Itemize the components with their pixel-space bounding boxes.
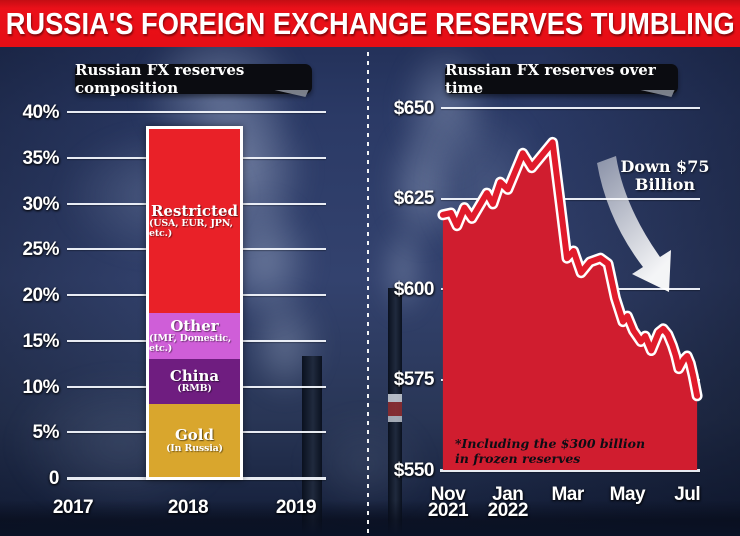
footnote-line: *Including the $300 billion: [455, 436, 646, 451]
left-y-tick-label: 30%: [22, 193, 59, 215]
segment-sublabel: (RMB): [177, 383, 212, 395]
left-chart-title: Russian FX reserves composition: [75, 61, 245, 97]
right-y-tick-label: $575: [393, 369, 435, 390]
x-tick-line: Jul: [674, 484, 701, 505]
left-y-tick-label: 5%: [32, 422, 60, 444]
right-gridline-$625: [441, 197, 700, 200]
bottom-haze: [0, 500, 740, 536]
left-x-tick-label: 2017: [52, 497, 94, 518]
right-x-tick-label: Jan 2022: [473, 484, 543, 521]
segment-sublabel: (IMF, Domestic, etc.): [149, 332, 231, 355]
bar-segment-other: Other (IMF, Domestic, etc.): [149, 313, 240, 359]
right-y-tick-label: $625: [393, 188, 435, 209]
x-tick-line: 2021: [427, 500, 469, 521]
segment-label: China: [169, 367, 220, 386]
left-gridline-40%: [67, 111, 326, 113]
right-x-tick-label: Mar: [533, 484, 603, 505]
smokestack-left: [302, 356, 322, 536]
left-y-tick-label: 35%: [22, 147, 59, 169]
title-banner: RUSSIA'S FOREIGN EXCHANGE RESERVES TUMBL…: [0, 0, 740, 47]
segment-label: Restricted: [150, 201, 239, 220]
segment-label: Gold: [174, 426, 214, 445]
annotation-down-75-billion: Down $75 Billion: [606, 158, 724, 194]
page-title: RUSSIA'S FOREIGN EXCHANGE RESERVES TUMBL…: [5, 5, 735, 41]
right-gridline-$550: [440, 468, 700, 472]
right-y-tick-label: $600: [393, 278, 435, 300]
right-chart-title: Russian FX reserves over time: [445, 61, 656, 97]
bar-segment-gold: Gold (In Russia): [149, 404, 240, 477]
x-tick-line: 2022: [487, 500, 529, 521]
left-y-tick-label: 25%: [22, 239, 59, 261]
smokestack-right: [388, 288, 402, 536]
left-y-tick-label: 0: [48, 468, 60, 489]
left-chart-title-badge: Russian FX reserves composition: [75, 61, 312, 97]
bar-segment-restricted: Restricted (USA, EUR, JPN, etc.): [149, 128, 240, 314]
right-x-tick-label: May: [592, 484, 662, 505]
smokestack-band: [388, 416, 402, 422]
x-tick-line: May: [609, 484, 646, 505]
segment-sublabel: (In Russia): [166, 442, 223, 454]
left-y-tick-label: 20%: [22, 285, 59, 306]
panel-divider: [367, 52, 369, 536]
smokestack-band: [388, 394, 402, 402]
left-y-tick-label: 10%: [22, 376, 59, 398]
annotation-line: Billion: [634, 175, 696, 194]
right-gridline-$575: [441, 378, 700, 381]
footnote-line: in frozen reserves: [455, 451, 581, 466]
right-y-tick-label: $550: [393, 459, 435, 481]
left-y-tick-label: 15%: [22, 330, 59, 352]
x-tick-line: Nov: [430, 484, 466, 505]
annotation-line: Down $75: [620, 157, 710, 176]
smoke-plume: [378, 220, 428, 320]
right-gridline-$650: [441, 107, 700, 109]
footnote-frozen-reserves: *Including the $300 billion in frozen re…: [455, 436, 645, 466]
segment-label: Other: [170, 316, 219, 335]
x-tick-line: Jan: [492, 484, 524, 505]
smokestack-band: [388, 402, 402, 416]
segment-sublabel: (USA, EUR, JPN, etc.): [149, 217, 233, 239]
x-tick-line: Mar: [551, 484, 584, 505]
right-y-tick-label: $650: [393, 97, 435, 119]
left-x-tick-label: 2018: [167, 497, 209, 518]
left-x-tick-label: 2019: [275, 497, 317, 518]
right-x-tick-label: Jul: [652, 484, 722, 505]
right-x-tick-label: Nov 2021: [413, 484, 483, 521]
right-chart-title-badge: Russian FX reserves over time: [445, 61, 678, 97]
stacked-bar-2018: Restricted (USA, EUR, JPN, etc.) Other (IMF…: [146, 125, 243, 480]
smoke-cloud: [425, 100, 545, 270]
bar-segment-china: China (RMB): [149, 358, 240, 405]
right-gridline-$600: [441, 288, 700, 290]
left-y-tick-label: 40%: [22, 102, 59, 123]
